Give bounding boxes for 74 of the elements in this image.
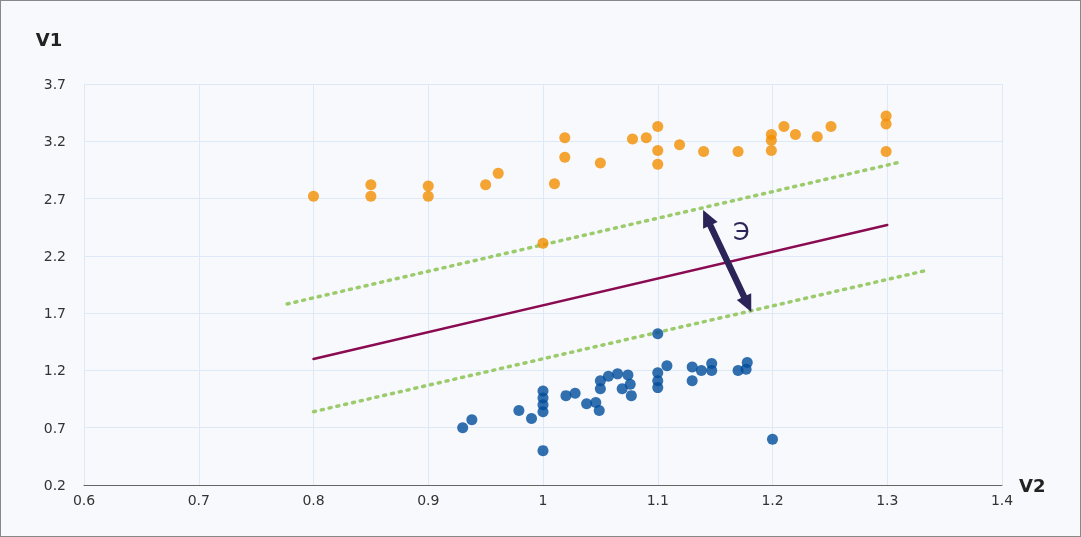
y-tick-label: 0.7 bbox=[43, 419, 66, 436]
point bbox=[457, 422, 469, 434]
point bbox=[559, 132, 571, 144]
point bbox=[593, 405, 605, 417]
point bbox=[581, 398, 593, 410]
point bbox=[422, 180, 434, 192]
point bbox=[789, 128, 801, 140]
point bbox=[526, 413, 538, 425]
point bbox=[778, 120, 790, 132]
point bbox=[308, 190, 319, 202]
point bbox=[652, 144, 664, 156]
point bbox=[602, 370, 614, 382]
point bbox=[652, 120, 664, 132]
point bbox=[365, 179, 377, 191]
point bbox=[560, 390, 572, 402]
x-tick-label: 1.4 bbox=[990, 492, 1014, 508]
point bbox=[652, 382, 664, 394]
point bbox=[492, 167, 504, 179]
point bbox=[627, 133, 639, 145]
y-tick-label: 3.2 bbox=[43, 133, 66, 150]
point bbox=[513, 405, 525, 417]
x-tick-label: 1 bbox=[538, 492, 548, 508]
x-tick-label: 1.2 bbox=[761, 492, 784, 508]
point bbox=[811, 131, 823, 143]
point bbox=[537, 237, 549, 249]
x-tick-label: 0.6 bbox=[72, 492, 96, 508]
y-tick-label: 2.7 bbox=[43, 190, 66, 207]
x-tick-label: 0.9 bbox=[417, 492, 440, 508]
point bbox=[625, 390, 637, 402]
point bbox=[652, 328, 664, 340]
y-tick-label: 1.2 bbox=[43, 362, 66, 379]
point bbox=[767, 433, 778, 445]
point bbox=[422, 190, 434, 202]
point bbox=[624, 378, 636, 390]
point bbox=[674, 139, 686, 151]
y-axis-title: V1 bbox=[35, 28, 63, 50]
point bbox=[594, 383, 606, 395]
point bbox=[695, 364, 707, 376]
point bbox=[537, 445, 549, 457]
x-tick-label: 1.1 bbox=[646, 492, 669, 508]
point bbox=[622, 369, 634, 381]
point bbox=[698, 146, 710, 158]
y-tick-label: 2.2 bbox=[43, 247, 66, 264]
point bbox=[640, 132, 652, 144]
point bbox=[765, 134, 777, 146]
point bbox=[612, 368, 624, 380]
x-tick-label: 1.3 bbox=[876, 492, 899, 508]
point bbox=[765, 144, 777, 156]
annotation: Э bbox=[733, 218, 750, 246]
point bbox=[686, 375, 698, 387]
point bbox=[741, 356, 753, 368]
point bbox=[706, 364, 718, 376]
point bbox=[569, 387, 581, 399]
point bbox=[365, 190, 377, 202]
point bbox=[686, 361, 698, 373]
point bbox=[537, 406, 549, 418]
x-tick-label: 0.8 bbox=[302, 492, 325, 508]
y-tick-label: 0.2 bbox=[43, 477, 66, 493]
point bbox=[594, 157, 606, 169]
point bbox=[652, 158, 664, 170]
point bbox=[880, 118, 892, 130]
y-tick-label: 1.7 bbox=[43, 305, 66, 322]
point bbox=[732, 146, 744, 158]
point bbox=[880, 146, 892, 158]
point bbox=[480, 179, 492, 191]
point bbox=[559, 151, 571, 163]
point bbox=[616, 383, 628, 395]
point bbox=[661, 360, 673, 372]
point bbox=[548, 178, 560, 190]
y-tick-label: 3.7 bbox=[43, 76, 66, 92]
point bbox=[825, 120, 837, 132]
x-tick-label: 0.7 bbox=[187, 492, 210, 508]
x-axis-title: V2 bbox=[1019, 474, 1046, 496]
point bbox=[466, 414, 478, 426]
